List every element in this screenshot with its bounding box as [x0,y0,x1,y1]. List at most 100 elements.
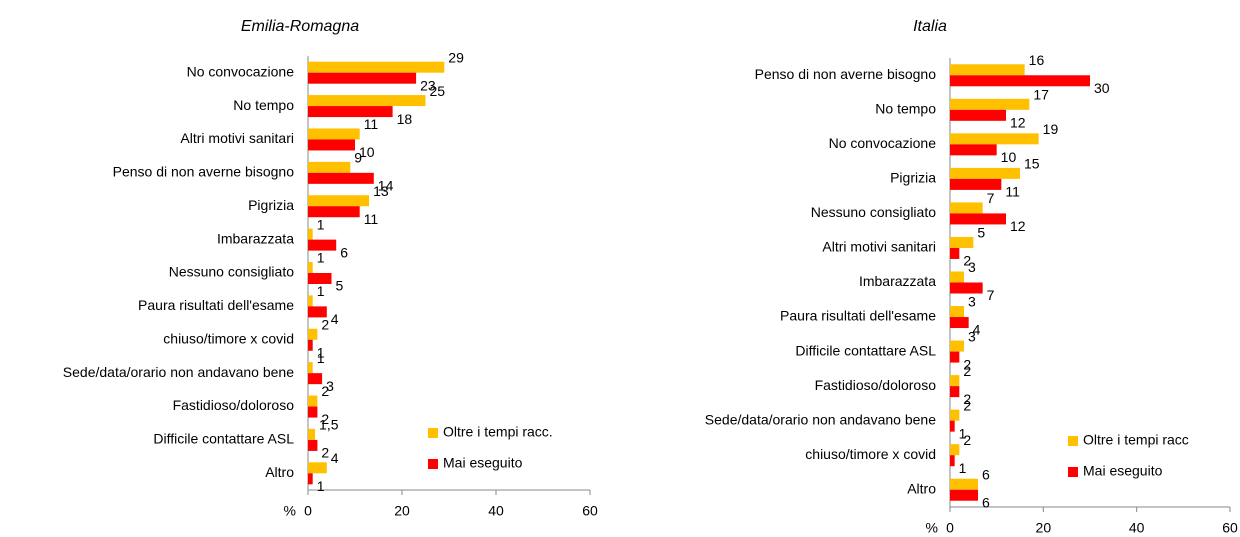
bar [950,247,960,259]
data-label: 2 [963,397,971,413]
category-label: Fastidioso/doloroso [815,377,937,393]
category-label: Difficile contattare ASL [153,431,294,447]
bar [308,362,313,374]
bar [950,489,978,501]
bar [308,228,313,240]
data-label: 12 [1010,218,1026,234]
data-label: 17 [1033,87,1049,103]
legend-swatch [1068,436,1078,446]
legend-label: Oltre i tempi racc [1083,432,1189,448]
data-label: 2 [321,445,329,461]
data-label: 2 [963,363,971,379]
legend-swatch [428,459,438,469]
bar [950,98,1030,110]
data-label: 1,5 [319,417,339,433]
x-tick-label: 60 [582,503,598,519]
data-label: 16 [1029,52,1045,68]
bar [308,195,370,207]
x-tick-label: 0 [304,503,312,519]
bar [308,306,327,318]
category-label: Nessuno consigliato [811,204,937,220]
bar [308,373,323,385]
bar [308,406,318,418]
category-label: Penso di non averne bisogno [113,164,295,180]
data-label: 10 [1001,149,1017,165]
chart-title: Emilia-Romagna [241,18,359,35]
x-tick-label: 0 [946,520,954,536]
bar [950,386,960,398]
bar [950,351,960,363]
bar [308,473,313,485]
data-label: 3 [968,294,976,310]
x-tick-label: 20 [1036,520,1052,536]
data-label: 1 [317,283,325,299]
bar [950,75,1090,87]
category-label: Pigrizia [890,170,936,186]
category-label: No tempo [233,97,294,113]
bar [308,439,318,451]
bar [308,106,393,118]
data-label: 23 [420,77,436,93]
data-label: 4 [331,311,339,327]
data-label: 6 [982,494,990,510]
legend-swatch [428,428,438,438]
x-tick-label: 40 [1129,520,1145,536]
bar [308,206,360,218]
data-label: 3 [968,259,976,275]
bar [950,178,1002,190]
x-tick-label: 20 [394,503,410,519]
bar [308,328,318,340]
bar [950,340,964,352]
data-label: 1 [317,250,325,266]
x-axis-label: % [284,503,296,519]
bar [950,202,983,214]
category-label: No tempo [875,101,936,117]
bar [950,64,1025,76]
bar [308,395,318,407]
bar [950,282,983,294]
data-label: 15 [1024,156,1040,172]
bar [308,161,351,173]
bar [308,262,313,273]
data-label: 2 [963,356,971,372]
bar [950,375,960,387]
data-label: 11 [364,116,379,132]
bar [950,409,960,421]
bar [950,167,1020,179]
x-tick-label: 60 [1222,520,1238,536]
bar [950,144,997,156]
data-label: 3 [968,328,976,344]
data-label: 2 [963,253,971,269]
bar [308,95,426,107]
data-label: 11 [364,211,379,227]
category-label: No convocazione [829,135,937,151]
data-label: 2 [963,391,971,407]
legend-label: Mai eseguito [1083,463,1163,479]
data-label: 2 [963,432,971,448]
data-label: 1 [317,216,325,232]
category-label: Pigrizia [248,197,294,213]
data-label: 1 [317,350,325,366]
bar [950,271,964,283]
data-label: 2 [321,316,329,332]
category-label: chiuso/timore x covid [163,330,294,346]
data-label: 10 [359,144,375,160]
bar [950,133,1039,145]
data-label: 7 [987,190,995,206]
category-label: chiuso/timore x covid [805,446,936,462]
bar [308,139,355,151]
category-label: Imbarazzata [217,230,294,246]
bar [950,306,964,318]
data-label: 3 [326,378,334,394]
data-label: 9 [354,150,362,166]
category-label: Sede/data/orario non andavano bene [705,411,936,427]
data-label: 2 [321,383,329,399]
legend-label: Oltre i tempi racc. [443,424,553,440]
data-label: 5 [336,278,344,294]
data-label: 1 [959,460,967,476]
bar [308,72,417,84]
bar [308,128,360,140]
category-label: Altro [907,480,936,496]
legend-label: Mai eseguito [443,455,523,471]
